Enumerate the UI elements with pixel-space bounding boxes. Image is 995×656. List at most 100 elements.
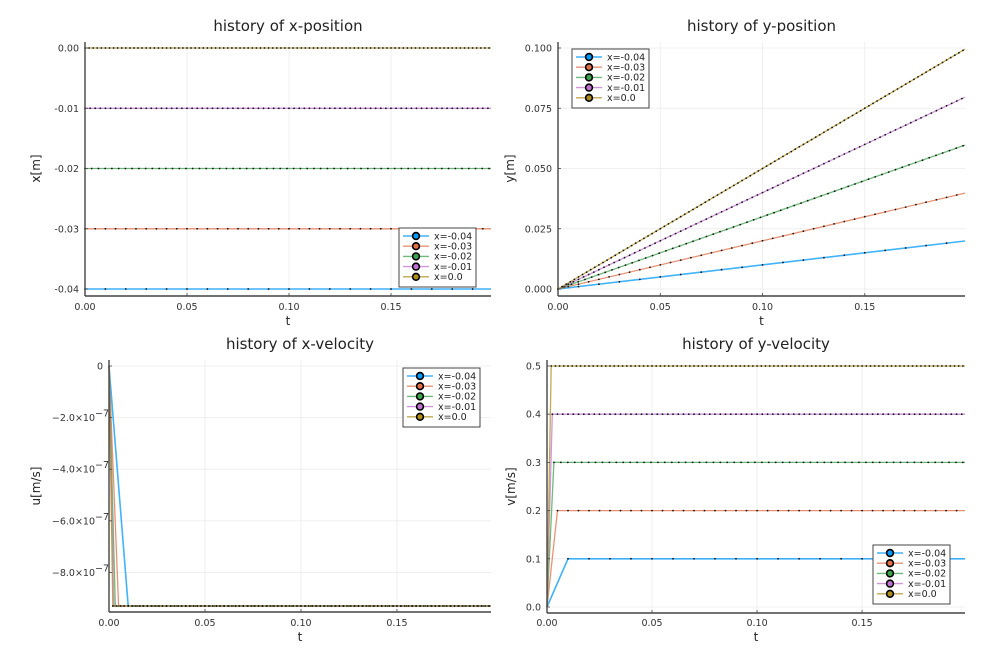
data-point (760, 365, 763, 367)
data-point (556, 413, 559, 416)
data-point (361, 605, 364, 607)
data-point (471, 107, 474, 110)
data-point (854, 183, 856, 185)
data-point (820, 195, 823, 197)
data-point (834, 413, 837, 416)
data-point (714, 365, 716, 367)
data-point (806, 365, 809, 367)
data-point (587, 280, 590, 283)
data-point (151, 167, 154, 170)
data-point (261, 605, 264, 607)
data-point (451, 107, 454, 110)
data-point (899, 461, 902, 464)
data-point (111, 167, 113, 170)
data-point (124, 288, 127, 290)
data-point (234, 605, 237, 607)
data-point (275, 47, 278, 49)
data-point (798, 557, 800, 560)
data-point (945, 59, 948, 61)
data-point (678, 245, 681, 248)
data-point (130, 107, 132, 110)
data-point (92, 47, 95, 49)
data-point (158, 605, 160, 607)
data-point (237, 107, 239, 110)
data-point (782, 261, 784, 264)
data-point (592, 365, 595, 367)
data-point (192, 605, 195, 607)
data-point (752, 218, 755, 221)
data-point (645, 413, 648, 416)
data-point (817, 165, 820, 168)
data-point (802, 172, 805, 175)
legend-marker (411, 272, 421, 281)
data-point (430, 288, 433, 290)
data-point (299, 167, 302, 170)
data-point (357, 47, 360, 49)
data-point (111, 605, 114, 607)
data-point (756, 194, 759, 196)
data-point (778, 158, 780, 160)
data-point (594, 461, 597, 464)
data-point (649, 266, 651, 269)
data-point (814, 136, 817, 139)
chart-title: history of x-position (213, 17, 362, 35)
chart-4: history of y-velocity 0.00 0.05 0.10 0.15 0.0… (504, 335, 965, 644)
data-point (787, 179, 789, 182)
data-point (323, 605, 325, 607)
data-point (196, 605, 199, 607)
data-point (781, 461, 784, 464)
data-point (892, 461, 895, 464)
y-tick-label: -0.04 (54, 285, 79, 296)
data-point (577, 285, 580, 288)
data-point (857, 365, 859, 367)
data-point (459, 47, 462, 49)
data-point (400, 167, 403, 170)
data-point (288, 107, 290, 110)
data-point (306, 167, 309, 170)
data-point (719, 230, 721, 233)
data-point (940, 107, 943, 110)
y-tick-label: 0.100 (525, 44, 552, 55)
data-point (323, 107, 326, 110)
data-point (613, 261, 616, 264)
data-point (124, 167, 127, 170)
data-point (465, 605, 467, 607)
data-point (712, 196, 715, 199)
data-point (418, 47, 421, 49)
data-point (393, 167, 396, 170)
x-tick-label: 0.15 (380, 302, 401, 313)
data-point (313, 167, 315, 170)
data-point (341, 47, 343, 49)
data-point (747, 461, 749, 464)
data-point (324, 47, 327, 49)
data-point (123, 605, 126, 607)
data-point (813, 413, 816, 416)
data-point (430, 47, 433, 49)
data-point (872, 102, 874, 105)
data-point (350, 605, 352, 607)
y-tick-label: −8.0×10 (52, 568, 95, 579)
data-point (454, 167, 457, 170)
data-point (390, 227, 392, 230)
data-point (456, 107, 459, 110)
y-axis-label: y[m] (503, 154, 517, 182)
data-point (802, 461, 805, 464)
data-point (284, 47, 286, 49)
data-point (878, 461, 881, 464)
data-point (614, 413, 617, 416)
data-point (955, 100, 958, 102)
data-point (927, 461, 930, 464)
data-point (247, 227, 250, 230)
data-point (705, 461, 708, 464)
data-point (611, 269, 613, 271)
data-point (685, 242, 688, 245)
data-point (380, 605, 383, 607)
data-point (239, 47, 242, 49)
data-point (602, 261, 604, 264)
data-point (353, 167, 356, 170)
data-point (874, 176, 877, 178)
data-point (802, 259, 805, 261)
data-point (420, 167, 423, 170)
data-point (420, 107, 423, 110)
data-point (211, 107, 214, 110)
